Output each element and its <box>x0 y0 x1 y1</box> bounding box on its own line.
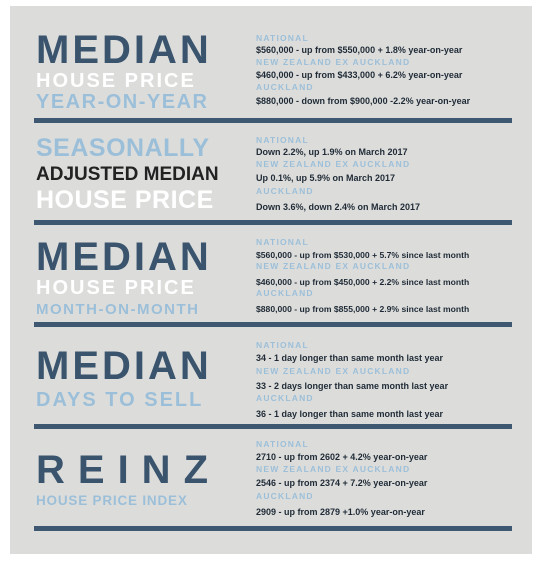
row-value: 34 - 1 day longer than same month last y… <box>256 352 444 363</box>
section-stats: NATIONAL $560,000 - up from $530,000 + 5… <box>256 238 528 313</box>
row-heading: AUCKLAND <box>256 288 314 299</box>
row-heading: NEW ZEALAND EX AUCKLAND <box>256 463 411 474</box>
section-stats: NATIONAL Down 2.2%, up 1.9% on March 201… <box>256 136 528 212</box>
row-value: $460,000 - up from $433,000 + 6.2% year-… <box>256 70 463 80</box>
row-heading: NEW ZEALAND EX AUCKLAND <box>256 158 411 169</box>
title-line-house-price-index: HOUSE PRICE INDEX <box>36 493 188 508</box>
title-line-reinz: REINZ <box>36 448 221 492</box>
row-heading: NEW ZEALAND EX AUCKLAND <box>256 365 411 376</box>
section-title: REINZ HOUSE PRICE INDEX <box>36 450 221 508</box>
row-value: $560,000 - up from $550,000 + 1.8% year-… <box>256 44 463 55</box>
title-line-median: MEDIAN <box>36 344 212 388</box>
row-heading: NATIONAL <box>256 135 309 145</box>
section-title: SEASONALLY ADJUSTED MEDIAN HOUSE PRICE <box>36 136 219 213</box>
section-divider <box>34 322 512 327</box>
row-value: 2909 - up from 2879 +1.0% year-on-year <box>256 506 425 517</box>
row-heading: NATIONAL <box>256 439 309 449</box>
section-divider <box>34 526 512 531</box>
row-heading: NEW ZEALAND EX AUCKLAND <box>256 261 411 272</box>
row-value: 2710 - up from 2602 + 4.2% year-on-year <box>256 451 428 462</box>
title-line-median: MEDIAN <box>36 28 212 72</box>
title-line-days-to-sell: DAYS TO SELL <box>36 389 204 411</box>
section-stats: NATIONAL 34 - 1 day longer than same mon… <box>256 341 528 419</box>
row-heading: AUCKLAND <box>256 82 314 92</box>
title-line-house-price: HOUSE PRICE <box>36 186 214 214</box>
row-value: Down 3.6%, down 2.4% on March 2017 <box>256 201 421 212</box>
title-line-adjusted-median: ADJUSTED MEDIAN <box>36 164 219 185</box>
row-value: Up 0.1%, up 5.9% on March 2017 <box>256 173 396 183</box>
title-line-month-on-month: MONTH-ON-MONTH <box>36 301 200 318</box>
title-line-house-price: HOUSE PRICE <box>36 277 196 299</box>
row-value: $560,000 - up from $530,000 + 5.7% since… <box>256 249 470 260</box>
section-title: MEDIAN HOUSE PRICE YEAR-ON-YEAR <box>36 30 212 112</box>
section-stats: NATIONAL 2710 - up from 2602 + 4.2% year… <box>256 440 528 517</box>
section-stats: NATIONAL $560,000 - up from $550,000 + 1… <box>256 34 528 106</box>
title-line-median: MEDIAN <box>36 235 212 279</box>
infographic-panel: MEDIAN HOUSE PRICE YEAR-ON-YEAR NATIONAL… <box>10 6 532 554</box>
row-value: $880,000 - down from $900,000 -2.2% year… <box>256 95 471 106</box>
section-divider <box>34 424 512 429</box>
row-heading: AUCKLAND <box>256 393 314 403</box>
row-heading: AUCKLAND <box>256 491 314 501</box>
row-heading: NATIONAL <box>256 340 309 350</box>
row-heading: NEW ZEALAND EX AUCKLAND <box>256 56 411 67</box>
section-divider <box>34 118 512 123</box>
title-line-seasonally: SEASONALLY <box>36 134 210 162</box>
row-heading: NATIONAL <box>256 237 309 247</box>
row-value: Down 2.2%, up 1.9% on March 2017 <box>256 146 408 157</box>
section-title: MEDIAN DAYS TO SELL <box>36 346 212 410</box>
row-value: 2546 - up from 2374 + 7.2% year-on-year <box>256 478 428 488</box>
row-heading: AUCKLAND <box>256 186 314 196</box>
row-value: 36 - 1 day longer than same month last y… <box>256 408 444 419</box>
row-heading: NATIONAL <box>256 33 309 43</box>
section-divider <box>34 220 512 225</box>
title-line-house-price: HOUSE PRICE <box>36 70 196 92</box>
title-line-year-on-year: YEAR-ON-YEAR <box>36 91 209 113</box>
section-title: MEDIAN HOUSE PRICE MONTH-ON-MONTH <box>36 237 212 317</box>
row-value: $880,000 - up from $855,000 + 2.9% since… <box>256 303 470 314</box>
row-value: $460,000 - up from $450,000 + 2.2% since… <box>256 276 470 287</box>
row-value: 33 - 2 days longer than same month last … <box>256 381 449 391</box>
